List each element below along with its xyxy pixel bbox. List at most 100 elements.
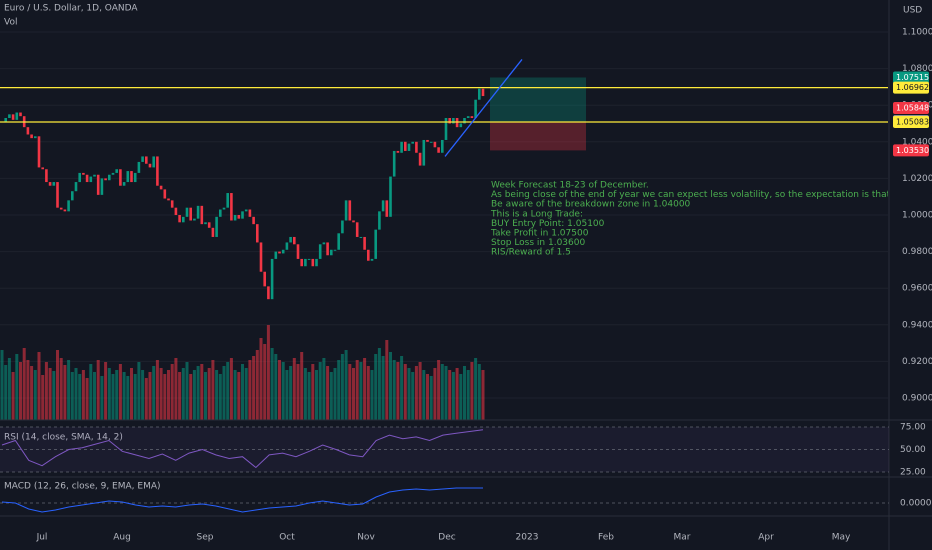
volume-label: Vol xyxy=(4,18,17,28)
volume-bar xyxy=(263,344,267,420)
candle xyxy=(156,156,159,186)
volume-bar xyxy=(81,370,85,420)
volume-bar xyxy=(89,364,93,420)
candle xyxy=(193,218,196,221)
candle xyxy=(407,143,411,151)
volume-bar xyxy=(377,348,381,420)
candle xyxy=(219,209,222,217)
candle xyxy=(322,242,326,245)
candle xyxy=(448,118,451,124)
candle xyxy=(404,141,407,151)
candle xyxy=(174,207,178,215)
candle xyxy=(474,99,477,119)
x-tick-label: 2023 xyxy=(516,533,539,543)
volume-bar xyxy=(126,376,130,420)
y-tick-label: 50.00 xyxy=(900,445,926,455)
volume-bar xyxy=(78,374,82,420)
candle xyxy=(141,156,144,162)
volume-bar xyxy=(229,358,233,420)
candle xyxy=(56,182,59,208)
candle xyxy=(285,242,289,250)
candle xyxy=(15,112,19,120)
candle xyxy=(270,258,274,300)
candle xyxy=(159,185,163,190)
volume-bar xyxy=(200,364,204,420)
candle xyxy=(296,244,300,259)
candle xyxy=(215,216,218,237)
volume-bar xyxy=(389,352,392,420)
volume-bar xyxy=(70,372,74,420)
volume-bar xyxy=(344,350,348,420)
candle xyxy=(130,171,133,183)
volume-bar xyxy=(85,378,89,420)
candle xyxy=(307,258,311,260)
candle xyxy=(267,286,270,300)
candle xyxy=(348,200,352,221)
volume-bar xyxy=(444,366,448,420)
price-label-box xyxy=(893,71,929,84)
volume-bar xyxy=(174,358,178,420)
x-tick-label: Oct xyxy=(279,533,295,543)
candle xyxy=(481,88,485,97)
macd-line xyxy=(1,487,483,513)
candle xyxy=(71,191,74,201)
volume-bar xyxy=(333,368,337,420)
candle xyxy=(392,150,396,177)
volume-bar xyxy=(163,374,167,420)
volume-bar xyxy=(22,348,26,420)
candle xyxy=(189,207,192,221)
volume-bar xyxy=(429,376,433,420)
volume-bar xyxy=(451,372,455,420)
volume-bar xyxy=(437,360,441,420)
candle xyxy=(400,141,403,153)
volume-bar xyxy=(315,370,318,420)
candle xyxy=(11,114,15,120)
volume-bar xyxy=(385,340,389,420)
candle xyxy=(367,249,370,261)
candle xyxy=(433,141,437,148)
volume-bar xyxy=(470,362,474,420)
candle xyxy=(244,209,248,212)
volume-bar xyxy=(133,374,137,420)
candle xyxy=(318,244,322,259)
y-tick-label: 75.00 xyxy=(900,423,926,433)
macd-label: MACD (12, 26, close, 9, EMA, EMA) xyxy=(4,482,161,492)
volume-bar xyxy=(52,371,56,420)
take-profit-zone xyxy=(490,77,586,122)
candle xyxy=(459,123,463,128)
annotation-line: This is a Long Trade: xyxy=(490,209,583,219)
volume-bar xyxy=(466,370,470,420)
candle xyxy=(104,178,107,181)
volume-bar xyxy=(0,350,4,420)
annotation-line: Stop Loss in 1.03600 xyxy=(491,238,585,248)
candle xyxy=(418,152,422,166)
candle xyxy=(237,215,241,219)
volume-bar xyxy=(155,360,159,420)
candle xyxy=(263,271,266,287)
candle xyxy=(441,139,444,153)
volume-bar xyxy=(41,375,45,420)
volume-bar xyxy=(152,366,156,420)
candle xyxy=(429,141,433,143)
candle xyxy=(85,174,89,183)
candle xyxy=(411,141,414,144)
volume-bar xyxy=(448,370,452,420)
candle xyxy=(152,156,155,168)
candle xyxy=(437,147,440,153)
price-label-box xyxy=(893,101,929,114)
volume-bar xyxy=(474,358,478,420)
volume-bar xyxy=(241,364,244,420)
candle xyxy=(452,118,455,124)
candle xyxy=(466,116,470,119)
volume-bar xyxy=(215,370,219,420)
candle xyxy=(278,251,281,254)
stop-loss-zone xyxy=(490,121,586,151)
volume-bar xyxy=(26,360,30,420)
candle xyxy=(337,233,340,250)
candle xyxy=(82,172,85,175)
x-tick-label: Dec xyxy=(438,533,455,543)
volume-bar xyxy=(148,372,152,420)
candle xyxy=(341,220,344,234)
candle xyxy=(385,200,389,217)
